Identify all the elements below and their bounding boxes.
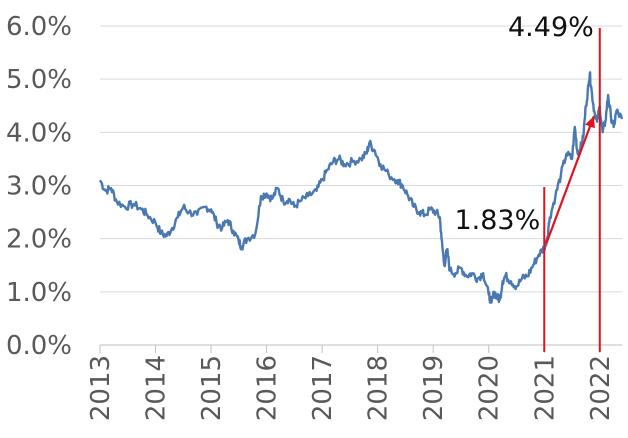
x-tick-label: 2016 — [253, 355, 283, 421]
x-tick-label: 2018 — [364, 355, 394, 421]
y-tick-label: 1.0% — [6, 278, 72, 308]
x-tick-label: 2020 — [475, 355, 505, 421]
annotation-label-start: 1.83% — [454, 205, 540, 236]
y-tick-label: 4.0% — [6, 118, 72, 148]
y-tick-label: 5.0% — [6, 65, 72, 95]
x-tick-label: 2015 — [197, 355, 227, 421]
y-tick-label: 0.0% — [6, 331, 72, 361]
y-axis-ticks: 0.0% 1.0% 2.0% 3.0% 4.0% 5.0% 6.0% — [6, 12, 72, 361]
x-tick-label: 2019 — [419, 355, 449, 421]
x-axis-ticks: 2013 2014 2015 2016 2017 2018 2019 2020 2021 2022 — [86, 345, 616, 421]
x-tick-label: 2014 — [142, 355, 172, 421]
change-arrow — [545, 115, 595, 245]
grid-lines — [100, 25, 622, 346]
annotation-labels: 1.83% 4.49% — [454, 12, 593, 236]
x-tick-label: 2013 — [86, 355, 116, 421]
x-tick-label: 2017 — [308, 355, 338, 421]
y-tick-label: 3.0% — [6, 172, 72, 202]
arrow-head — [585, 116, 595, 129]
x-tick-label: 2022 — [586, 355, 616, 421]
y-tick-label: 2.0% — [6, 225, 72, 255]
x-tick-label: 2021 — [530, 355, 560, 421]
annotation-label-end: 4.49% — [508, 12, 594, 43]
annotation-markers — [543, 28, 601, 352]
y-tick-label: 6.0% — [6, 12, 72, 42]
series-line — [98, 71, 624, 304]
